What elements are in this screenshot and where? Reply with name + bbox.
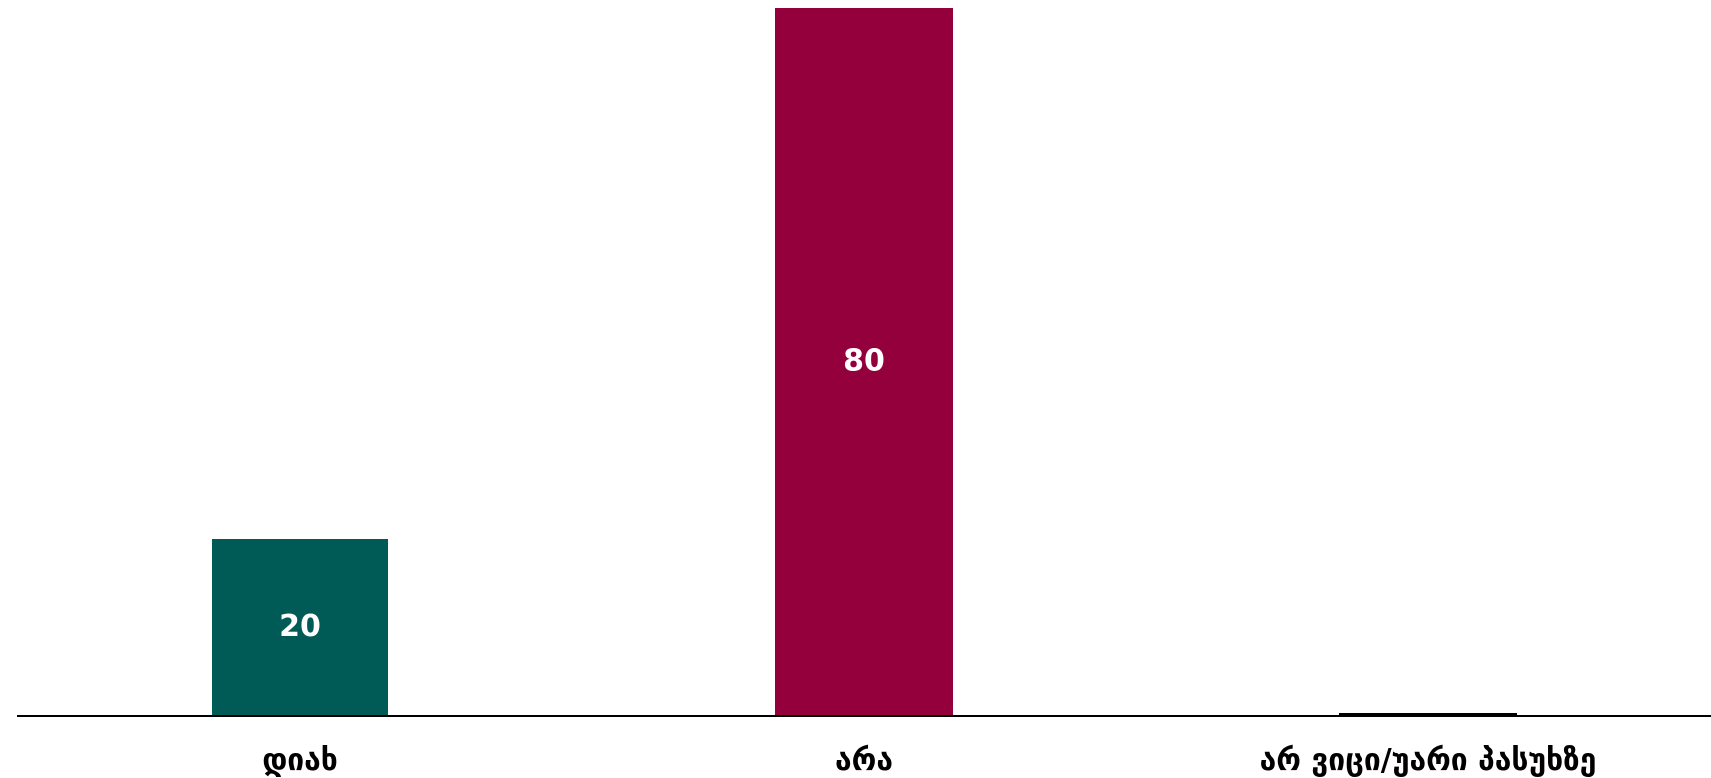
bar-value-label-1: 20 <box>279 609 321 644</box>
category-label-3: არ ვიცი/უარი პასუხზე <box>1260 743 1597 778</box>
bar-1 <box>212 539 388 716</box>
bar-2 <box>775 8 953 716</box>
category-label-2: არა <box>835 743 893 778</box>
category-labels-group: დიახ არა არ ვიცი/უარი პასუხზე <box>262 743 1596 778</box>
bar-value-label-2: 80 <box>843 344 885 379</box>
category-label-1: დიახ <box>262 743 338 778</box>
bar-3 <box>1339 713 1517 716</box>
